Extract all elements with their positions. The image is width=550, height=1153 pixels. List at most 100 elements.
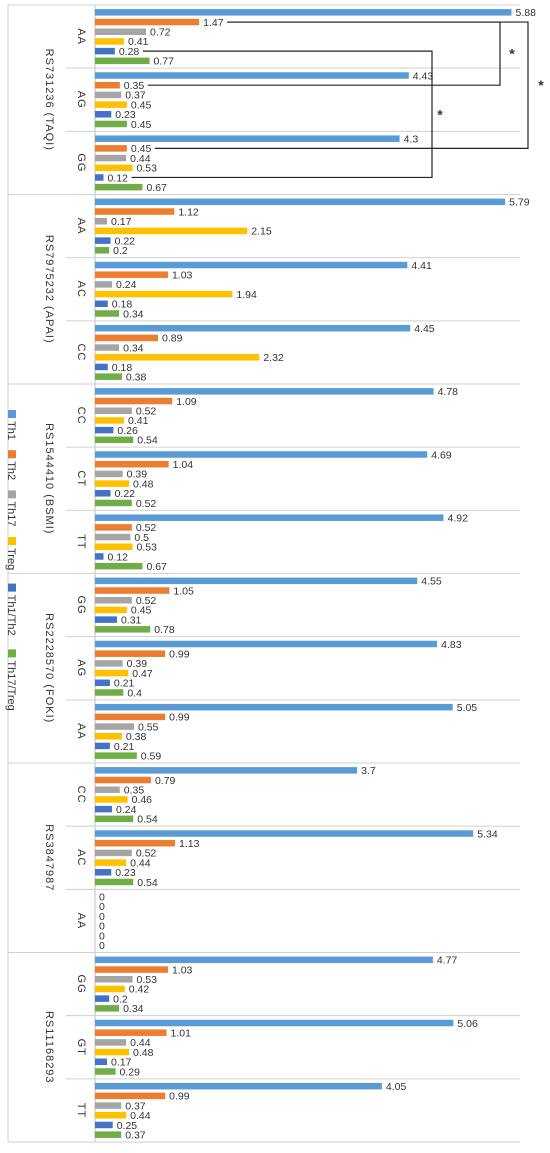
data-label: 0.41 [128, 415, 149, 427]
bar-th2 [95, 271, 168, 278]
bar-treg [95, 164, 133, 172]
data-label: 0.17 [111, 1057, 132, 1069]
data-label: 0.78 [154, 624, 175, 636]
bar-th2 [95, 397, 173, 405]
genotype-label: TT [75, 534, 87, 549]
bar-th17 [95, 723, 134, 730]
data-label: 0.99 [169, 649, 190, 661]
bar-th1 [95, 514, 444, 521]
data-label: 0.53 [137, 542, 158, 554]
data-label: 0.21 [114, 678, 135, 690]
bar-th17-treg [95, 562, 143, 570]
bar-th17-treg [95, 1005, 120, 1012]
bar-th2 [95, 776, 151, 784]
bar-th1 [95, 198, 506, 206]
data-label: 0.45 [131, 143, 152, 155]
bar-treg [95, 543, 133, 551]
data-label: 0.23 [115, 109, 136, 121]
data-label: 4.05 [386, 1081, 407, 1093]
bar-th17-treg [95, 373, 122, 380]
bar-th1 [95, 324, 411, 332]
bar-th17-treg [95, 1131, 122, 1138]
bar-treg [95, 227, 248, 235]
legend-label: Th17/Treg [5, 660, 17, 710]
bar-th17-treg [95, 752, 137, 759]
significance-star: * [509, 46, 515, 62]
data-label: 0.48 [133, 478, 154, 490]
data-label: 3.7 [361, 765, 376, 777]
data-label: 0.26 [117, 425, 138, 437]
bar-th1-th2 [95, 995, 110, 1002]
group-label: RS1544410 (BSMI) [43, 423, 55, 534]
legend-swatch [8, 583, 16, 592]
data-label: 0.34 [123, 308, 144, 320]
data-label: 0 [99, 911, 105, 923]
bar-th1-th2 [95, 1058, 108, 1066]
bar-th1-th2 [95, 490, 111, 497]
bar-th17 [95, 407, 132, 414]
legend: Th1 Th2 Th17 Treg Th1/Th2 Th17/Treg [5, 410, 17, 711]
data-label: 5.34 [477, 828, 498, 840]
data-label: 0.54 [137, 435, 158, 447]
bar-th17 [95, 533, 131, 541]
bar-th1 [95, 135, 400, 142]
data-label: 0.52 [136, 406, 157, 418]
bar-th2 [95, 587, 170, 594]
legend-label: Th1/Th2 [5, 595, 17, 636]
data-label: 0.54 [137, 814, 158, 826]
data-label: 0.39 [127, 469, 148, 481]
legend-swatch [8, 410, 16, 418]
genotype-label: CC [75, 407, 87, 425]
data-label: 0.22 [115, 235, 136, 247]
bar-th1 [95, 388, 434, 395]
data-label: 4.92 [448, 512, 469, 524]
data-label: 0.29 [120, 1066, 141, 1078]
bar-th1 [95, 1082, 382, 1090]
bar-th1 [95, 9, 512, 16]
bar-th1 [95, 767, 358, 774]
data-label: 1.01 [171, 1028, 192, 1040]
group-label: RS11168293 [43, 1011, 55, 1084]
bar-th17 [95, 28, 146, 35]
data-label: 0.67 [146, 561, 167, 573]
data-label: 0.45 [131, 605, 152, 617]
data-label: 1.09 [176, 396, 197, 408]
data-label: 0.44 [130, 857, 151, 869]
bar-treg [95, 796, 128, 803]
bar-th1-th2 [95, 1121, 113, 1129]
genotype-label: GG [75, 153, 87, 172]
data-label: 4.77 [437, 955, 458, 967]
bar-th17 [95, 470, 123, 478]
data-label: 5.05 [457, 702, 478, 714]
bar-th17 [95, 786, 120, 793]
data-label: 0.12 [108, 172, 129, 184]
data-label: 0.52 [136, 498, 157, 510]
bar-th1 [95, 577, 418, 585]
data-label: 0.2 [113, 993, 128, 1005]
bar-th1 [95, 261, 408, 269]
bar-th2 [95, 524, 132, 531]
genotype-label: TT [75, 1103, 87, 1118]
bar-treg [95, 733, 122, 740]
bar-th2 [95, 650, 166, 657]
data-label: 0.21 [114, 741, 135, 753]
group-label: RS7975232 (APAI) [43, 235, 55, 344]
bar-th2 [95, 1092, 166, 1100]
genotype-label: CT [75, 470, 87, 487]
bar-th17-treg [95, 689, 124, 696]
bar-th17 [95, 975, 133, 983]
bar-th1-th2 [95, 869, 112, 876]
data-label: 0.37 [125, 90, 146, 102]
data-label: 4.3 [404, 133, 419, 145]
data-label: 0.45 [131, 119, 152, 131]
data-label: 0 [99, 891, 105, 903]
bar-treg [95, 985, 125, 993]
bar-th1-th2 [95, 679, 110, 687]
legend-label: Th1 [5, 421, 17, 440]
genotype-label: AG [75, 659, 87, 677]
bar-th2 [95, 713, 166, 721]
data-label: 0.25 [117, 1120, 138, 1132]
data-label: 0.18 [112, 362, 133, 374]
data-label: 0.5 [134, 532, 149, 544]
genotype-label: GT [75, 1039, 87, 1056]
